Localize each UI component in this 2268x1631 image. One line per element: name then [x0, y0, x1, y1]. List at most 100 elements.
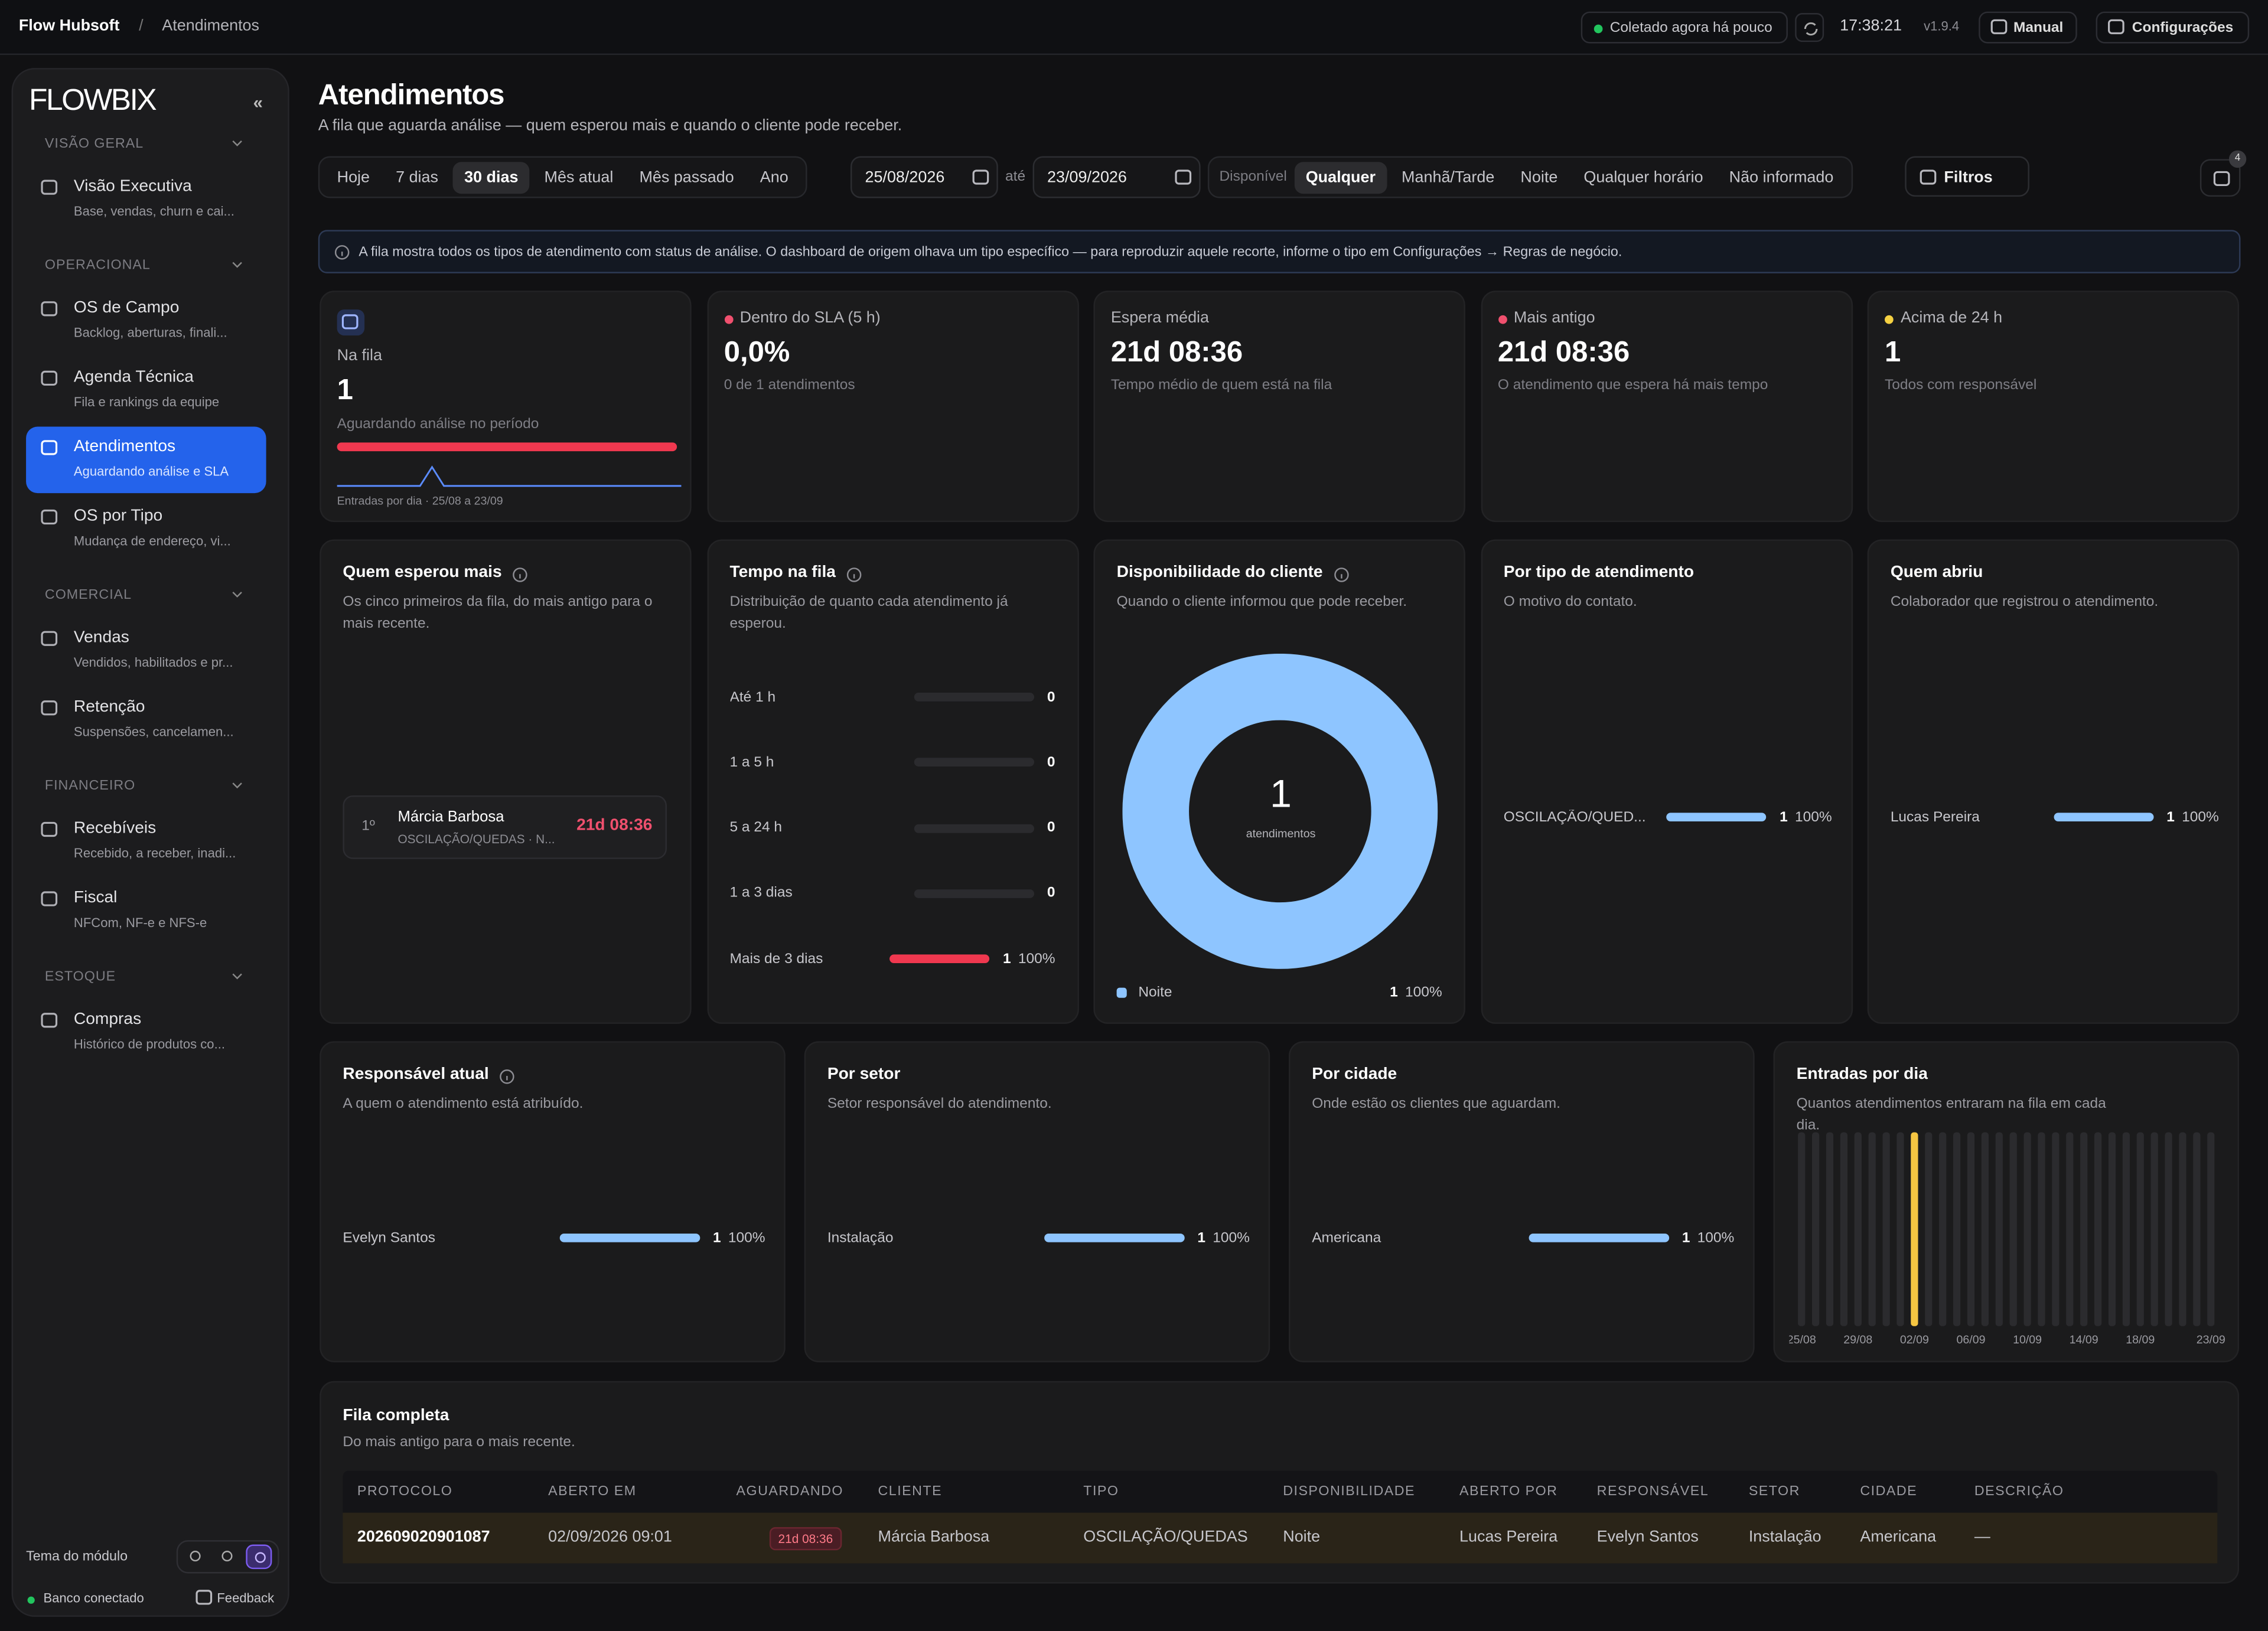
panel: Responsável atual A quem o atendimento es… [320, 1041, 786, 1362]
theme-option[interactable] [183, 1545, 208, 1570]
availability-option[interactable]: Qualquer [1294, 161, 1387, 193]
manual-label: Manual [2013, 20, 2064, 37]
filters-button[interactable]: Filtros [1905, 156, 2029, 197]
x-tick-label: 10/09 [2013, 1333, 2042, 1346]
icon-shape [2108, 19, 2124, 34]
bar-pct: 100% [1018, 951, 1055, 967]
date-from[interactable]: 25/08/2026 [850, 156, 998, 198]
nav-item[interactable]: Compras Histórico de produtos co... [26, 999, 266, 1066]
nav-item[interactable]: OS por Tipo Mudança de endereço, vi... [26, 496, 266, 563]
table-cell: Americana [1860, 1528, 1937, 1546]
theme-option[interactable] [246, 1544, 272, 1570]
nav-item-label: Vendas [73, 629, 129, 647]
nav-item-desc: Recebido, a receber, inadi... [73, 846, 236, 861]
icon [41, 509, 58, 525]
settings-button[interactable]: Configurações [2096, 11, 2250, 44]
day-track [2193, 1132, 2201, 1326]
bar-track [2054, 813, 2154, 822]
day-track [2009, 1132, 2017, 1326]
kpi-dot [1885, 315, 1894, 324]
bar-row: 1 a 3 dias 0 [730, 883, 1055, 903]
manual-button[interactable]: Manual [1979, 11, 2077, 44]
period-option[interactable]: Mês atual [544, 168, 614, 186]
info-icon [513, 567, 527, 582]
x-tick-label: 29/08 [1843, 1333, 1872, 1346]
period-option[interactable]: 30 dias [452, 161, 530, 193]
kpi-desc: Tempo médio de quem está na fila [1110, 377, 1332, 394]
nav-item[interactable]: Retenção Suspensões, cancelamen... [26, 687, 266, 753]
legend-swatch [1116, 987, 1127, 998]
panel: Quem abriu Colaborador que registrou o at… [1867, 539, 2240, 1024]
day-track [2108, 1132, 2116, 1326]
bar-row: 5 a 24 h 0 [730, 818, 1055, 838]
theme-icon [255, 1552, 266, 1563]
day-track [1854, 1132, 1862, 1326]
info-banner: A fila mostra todos os tipos de atendime… [318, 230, 2241, 273]
nav-item[interactable]: Recebíveis Recebido, a receber, inadi... [26, 808, 266, 875]
section-chevron [232, 973, 242, 980]
tips-button[interactable] [2199, 159, 2241, 197]
panel-subtitle: Quando o cliente informou que pode receb… [1116, 594, 1407, 611]
chevron [232, 140, 242, 146]
bar-label: 1 a 5 h [729, 754, 774, 771]
bar-count: 1 [1197, 1229, 1206, 1246]
waited-rank: 1º [361, 818, 375, 835]
icon-shape [41, 821, 58, 837]
period-option[interactable]: Ano [760, 168, 788, 186]
bar-row: Americana 1 100% [1312, 1228, 1734, 1248]
kpi-desc: O atendimento que espera há mais tempo [1497, 377, 1768, 394]
collapse-button[interactable]: « [253, 92, 263, 113]
column-header: RESPONSÁVEL [1596, 1483, 1709, 1500]
x-tick-label: 06/09 [1956, 1333, 1985, 1346]
bar-count: 1 [2166, 809, 2175, 826]
date-to[interactable]: 23/09/2026 [1032, 156, 1201, 198]
period-option[interactable]: 7 dias [396, 168, 439, 186]
nav-item[interactable]: Agenda Técnica Fila e rankings da equipe [26, 357, 266, 424]
waited-time: 21d 08:36 [576, 817, 653, 835]
nav-item[interactable]: Fiscal NFCom, NF-e e NFS-e [26, 878, 266, 945]
chevron [232, 262, 242, 268]
day-track [2066, 1132, 2074, 1326]
bar [1667, 813, 1767, 822]
period-option[interactable]: Mês passado [639, 168, 734, 186]
theme-option[interactable] [214, 1545, 240, 1570]
bar-label: Lucas Pereira [1890, 809, 1980, 826]
waited-name: Márcia Barbosa [397, 808, 504, 826]
table-cell: Lucas Pereira [1459, 1528, 1558, 1546]
breadcrumb: Atendimentos [162, 17, 260, 35]
availability-label: Disponível [1219, 169, 1287, 185]
table-row[interactable]: 202609020901087 02/09/2026 09:01 21d 08:36… [343, 1512, 2218, 1564]
kpi-label: Mais antigo [1513, 309, 1595, 327]
feedback-link[interactable]: Feedback [217, 1590, 275, 1606]
sparkline-line [337, 465, 682, 487]
x-tick-label: 14/09 [2070, 1333, 2098, 1346]
nav-item[interactable]: Visão Executiva Base, vendas, churn e cai… [26, 167, 266, 233]
bar-count: 1 [1780, 809, 1788, 826]
x-tick-label: 18/09 [2126, 1333, 2155, 1346]
refresh-button[interactable] [1795, 13, 1824, 43]
theme-label: Tema do módulo [26, 1548, 128, 1565]
kpi-dot [1497, 315, 1507, 324]
column-header: PROTOCOLO [357, 1483, 453, 1500]
nav-item[interactable]: Atendimentos Aguardando análise e SLA [26, 426, 266, 494]
day-track [2023, 1132, 2031, 1326]
icon [255, 1552, 266, 1563]
nav-item[interactable]: Vendas Vendidos, habilitados e pr... [26, 618, 266, 684]
availability-option[interactable]: Manhã/Tarde [1402, 168, 1495, 186]
kpi-desc: Aguardando análise no período [337, 416, 539, 433]
panel-title: Quem esperou mais [343, 564, 502, 582]
nav-item[interactable]: OS de Campo Backlog, aberturas, finali... [26, 288, 266, 354]
icon-shape [41, 891, 58, 906]
day-track [1896, 1132, 1904, 1326]
icon [41, 891, 58, 906]
icon-shape [41, 180, 58, 195]
availability-option[interactable]: Qualquer horário [1583, 168, 1703, 186]
period-option[interactable]: Hoje [337, 168, 370, 186]
panel-subtitle: Onde estão os clientes que aguardam. [1312, 1096, 1560, 1113]
kpi-label: Espera média [1110, 309, 1210, 327]
nav-item-label: Agenda Técnica [73, 368, 194, 386]
availability-option[interactable]: Não informado [1729, 168, 1834, 186]
bar-label: OSCILAÇÃO/QUED... [1503, 809, 1646, 826]
bar-label: Instalação [827, 1229, 894, 1246]
availability-option[interactable]: Noite [1520, 168, 1558, 186]
